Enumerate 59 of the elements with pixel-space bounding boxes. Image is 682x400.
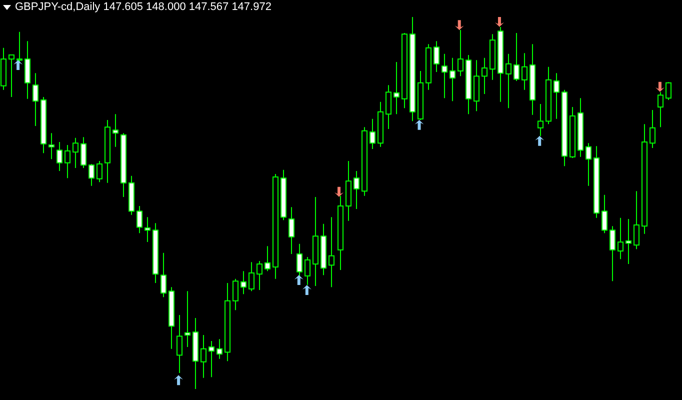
candlestick <box>88 163 94 186</box>
candlestick <box>522 52 528 90</box>
candlestick <box>216 338 222 360</box>
candlestick <box>232 278 238 311</box>
point <box>494 17 504 27</box>
candlestick <box>256 260 262 291</box>
candlestick <box>618 217 624 260</box>
candlestick <box>354 170 360 210</box>
candlestick <box>434 40 440 73</box>
candlestick <box>144 216 150 243</box>
candlestick <box>240 270 246 295</box>
point <box>302 285 312 296</box>
candlestick <box>602 194 608 234</box>
candlestick <box>650 110 656 148</box>
candlestick <box>328 216 334 288</box>
candlestick <box>80 136 86 169</box>
point <box>14 60 23 70</box>
point <box>414 120 424 130</box>
candlestick <box>200 334 206 378</box>
point <box>535 136 544 146</box>
candlestick <box>112 114 118 148</box>
candlestick <box>136 205 142 234</box>
candlestick <box>208 340 214 378</box>
candlestick <box>626 218 632 265</box>
candlestick <box>370 118 376 150</box>
point <box>334 186 344 197</box>
candlestick <box>442 53 448 99</box>
candlestick <box>64 144 70 179</box>
candlestick <box>394 62 400 115</box>
candlestick <box>160 252 166 298</box>
candlestick <box>658 92 664 128</box>
candlestick <box>48 132 54 160</box>
candlestick <box>184 290 190 348</box>
candlestick <box>506 53 512 109</box>
candlestick <box>248 262 254 292</box>
candlestick <box>386 84 392 130</box>
candlestick <box>666 82 672 100</box>
candlestick <box>72 137 78 169</box>
candlestick <box>24 40 30 100</box>
point <box>174 375 184 386</box>
candlestick <box>56 141 62 172</box>
candlestick <box>176 314 182 374</box>
candlestick <box>450 57 456 102</box>
candlestick <box>304 256 310 286</box>
candlestick <box>514 32 520 82</box>
candlestick <box>32 72 38 126</box>
point <box>294 275 304 286</box>
candlestick <box>554 72 560 120</box>
candlestick <box>610 226 616 282</box>
chart-title: GBPJPY-cd,Daily 147.605 148.000 147.567 147.972 <box>15 1 272 13</box>
point <box>655 82 664 92</box>
candlestick <box>634 190 640 250</box>
point <box>454 20 464 30</box>
candlestick <box>264 246 270 272</box>
candlestick <box>482 57 488 95</box>
candlestick <box>288 206 294 254</box>
candlestick <box>586 142 592 186</box>
candlestick <box>8 54 14 98</box>
candlestick <box>96 160 102 183</box>
